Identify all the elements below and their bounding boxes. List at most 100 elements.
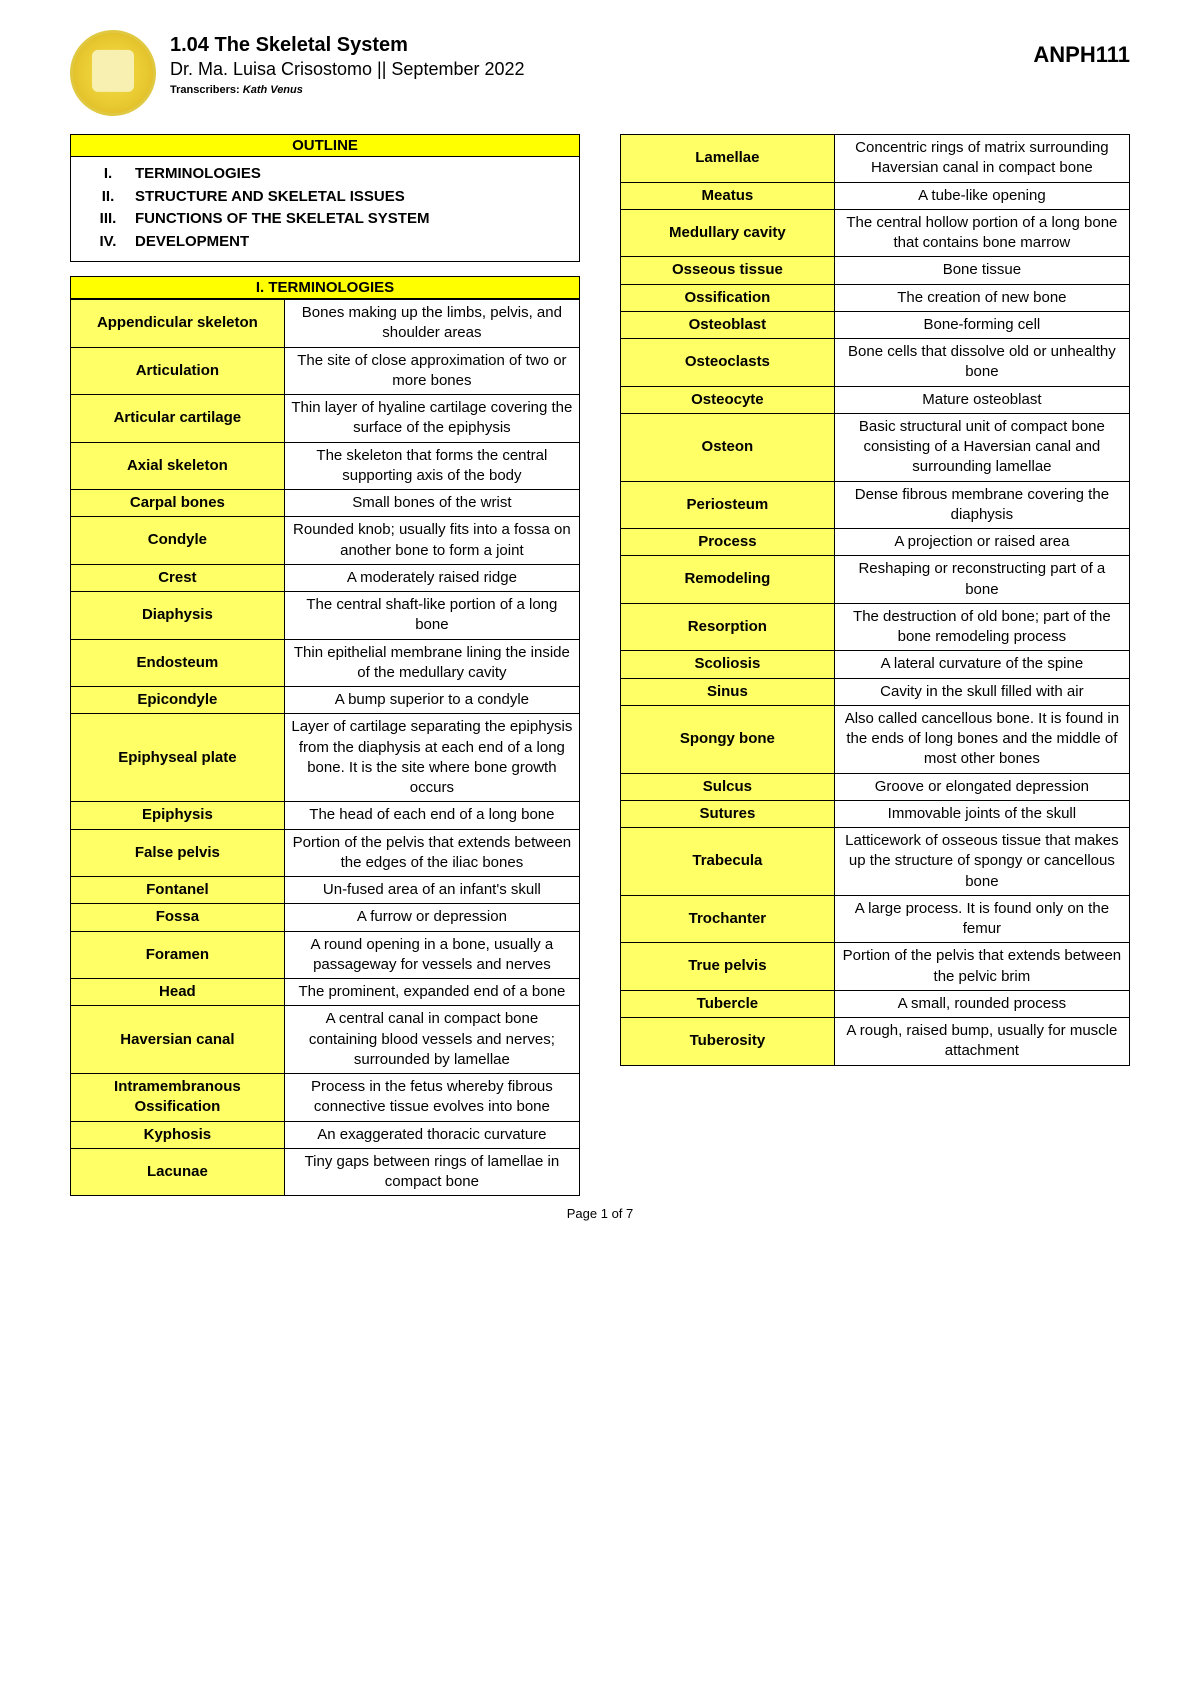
term-row: Intramembranous OssificationProcess in t…: [71, 1074, 580, 1122]
term-row: SinusCavity in the skull filled with air: [621, 678, 1130, 705]
definition-cell: Mature osteoblast: [834, 386, 1129, 413]
definition-cell: Thin layer of hyaline cartilage covering…: [284, 395, 579, 443]
term-cell: Scoliosis: [621, 651, 835, 678]
definition-cell: Portion of the pelvis that extends betwe…: [284, 829, 579, 877]
term-cell: Epicondyle: [71, 687, 285, 714]
definition-cell: Bone cells that dissolve old or unhealth…: [834, 339, 1129, 387]
definition-cell: Portion of the pelvis that extends betwe…: [834, 943, 1129, 991]
definition-cell: The head of each end of a long bone: [284, 802, 579, 829]
page-footer: Page 1 of 7: [70, 1206, 1130, 1221]
transcribers-label: Transcribers:: [170, 84, 240, 96]
term-row: TrochanterA large process. It is found o…: [621, 895, 1130, 943]
definition-cell: A lateral curvature of the spine: [834, 651, 1129, 678]
term-cell: Ossification: [621, 284, 835, 311]
term-cell: Articulation: [71, 347, 285, 395]
outline-heading: OUTLINE: [70, 134, 580, 156]
definition-cell: The destruction of old bone; part of the…: [834, 603, 1129, 651]
term-row: KyphosisAn exaggerated thoracic curvatur…: [71, 1121, 580, 1148]
definition-cell: Concentric rings of matrix surrounding H…: [834, 135, 1129, 183]
outline-item-number: IV.: [81, 231, 135, 254]
term-row: OsteoblastBone-forming cell: [621, 311, 1130, 338]
terminology-table-left: Appendicular skeletonBones making up the…: [70, 299, 580, 1196]
term-cell: Fossa: [71, 904, 285, 931]
term-cell: Diaphysis: [71, 592, 285, 640]
term-cell: Tubercle: [621, 990, 835, 1017]
definition-cell: Layer of cartilage separating the epiphy…: [284, 714, 579, 802]
definition-cell: A furrow or depression: [284, 904, 579, 931]
term-cell: Osteoblast: [621, 311, 835, 338]
term-cell: Condyle: [71, 517, 285, 565]
outline-item: I.TERMINOLOGIES: [81, 163, 569, 186]
definition-cell: Dense fibrous membrane covering the diap…: [834, 481, 1129, 529]
term-row: ForamenA round opening in a bone, usuall…: [71, 931, 580, 979]
term-row: EpicondyleA bump superior to a condyle: [71, 687, 580, 714]
term-row: EpiphysisThe head of each end of a long …: [71, 802, 580, 829]
definition-cell: A tube-like opening: [834, 182, 1129, 209]
outline-item-number: I.: [81, 163, 135, 186]
definition-cell: Thin epithelial membrane lining the insi…: [284, 639, 579, 687]
term-row: LamellaeConcentric rings of matrix surro…: [621, 135, 1130, 183]
term-cell: Haversian canal: [71, 1006, 285, 1074]
term-row: FossaA furrow or depression: [71, 904, 580, 931]
definition-cell: Process in the fetus whereby fibrous con…: [284, 1074, 579, 1122]
term-cell: True pelvis: [621, 943, 835, 991]
definition-cell: Basic structural unit of compact bone co…: [834, 413, 1129, 481]
term-row: Medullary cavityThe central hollow porti…: [621, 209, 1130, 257]
term-cell: Osseous tissue: [621, 257, 835, 284]
term-row: Haversian canalA central canal in compac…: [71, 1006, 580, 1074]
section-heading-terminologies: I. TERMINOLOGIES: [70, 276, 580, 299]
content-columns: OUTLINE I.TERMINOLOGIESII.STRUCTURE AND …: [70, 134, 1130, 1196]
definition-cell: The prominent, expanded end of a bone: [284, 979, 579, 1006]
definition-cell: A round opening in a bone, usually a pas…: [284, 931, 579, 979]
definition-cell: The creation of new bone: [834, 284, 1129, 311]
term-cell: Epiphyseal plate: [71, 714, 285, 802]
term-cell: Kyphosis: [71, 1121, 285, 1148]
outline-item-text: DEVELOPMENT: [135, 231, 249, 254]
document-subtitle: Dr. Ma. Luisa Crisostomo || September 20…: [170, 59, 1033, 80]
term-cell: Resorption: [621, 603, 835, 651]
title-block: 1.04 The Skeletal System Dr. Ma. Luisa C…: [170, 30, 1033, 96]
term-cell: Fontanel: [71, 877, 285, 904]
definition-cell: A projection or raised area: [834, 529, 1129, 556]
term-row: OsteonBasic structural unit of compact b…: [621, 413, 1130, 481]
outline-item-text: FUNCTIONS OF THE SKELETAL SYSTEM: [135, 208, 429, 231]
page-header: 1.04 The Skeletal System Dr. Ma. Luisa C…: [70, 30, 1130, 116]
outline-item: III.FUNCTIONS OF THE SKELETAL SYSTEM: [81, 208, 569, 231]
definition-cell: The skeleton that forms the central supp…: [284, 442, 579, 490]
term-cell: Osteon: [621, 413, 835, 481]
definition-cell: A rough, raised bump, usually for muscle…: [834, 1018, 1129, 1066]
term-row: ResorptionThe destruction of old bone; p…: [621, 603, 1130, 651]
term-cell: Sulcus: [621, 773, 835, 800]
outline-item-number: II.: [81, 186, 135, 209]
term-cell: Appendicular skeleton: [71, 300, 285, 348]
term-row: False pelvisPortion of the pelvis that e…: [71, 829, 580, 877]
term-row: Epiphyseal plateLayer of cartilage separ…: [71, 714, 580, 802]
term-row: SuturesImmovable joints of the skull: [621, 800, 1130, 827]
term-cell: Sinus: [621, 678, 835, 705]
left-column: OUTLINE I.TERMINOLOGIESII.STRUCTURE AND …: [70, 134, 580, 1196]
term-row: CondyleRounded knob; usually fits into a…: [71, 517, 580, 565]
term-row: TubercleA small, rounded process: [621, 990, 1130, 1017]
definition-cell: Bone-forming cell: [834, 311, 1129, 338]
term-row: OsteoclastsBone cells that dissolve old …: [621, 339, 1130, 387]
term-cell: Crest: [71, 564, 285, 591]
term-cell: Articular cartilage: [71, 395, 285, 443]
term-cell: False pelvis: [71, 829, 285, 877]
term-cell: Meatus: [621, 182, 835, 209]
term-row: ArticulationThe site of close approximat…: [71, 347, 580, 395]
definition-cell: A large process. It is found only on the…: [834, 895, 1129, 943]
terminology-table-right: LamellaeConcentric rings of matrix surro…: [620, 134, 1130, 1066]
outline-item: II.STRUCTURE AND SKELETAL ISSUES: [81, 186, 569, 209]
term-row: Axial skeletonThe skeleton that forms th…: [71, 442, 580, 490]
term-row: ScoliosisA lateral curvature of the spin…: [621, 651, 1130, 678]
definition-cell: Un-fused area of an infant's skull: [284, 877, 579, 904]
term-cell: Endosteum: [71, 639, 285, 687]
term-cell: Osteoclasts: [621, 339, 835, 387]
term-cell: Head: [71, 979, 285, 1006]
definition-cell: The central shaft-like portion of a long…: [284, 592, 579, 640]
term-cell: Trochanter: [621, 895, 835, 943]
definition-cell: Small bones of the wrist: [284, 490, 579, 517]
term-row: PeriosteumDense fibrous membrane coverin…: [621, 481, 1130, 529]
term-row: FontanelUn-fused area of an infant's sku…: [71, 877, 580, 904]
term-row: TuberosityA rough, raised bump, usually …: [621, 1018, 1130, 1066]
